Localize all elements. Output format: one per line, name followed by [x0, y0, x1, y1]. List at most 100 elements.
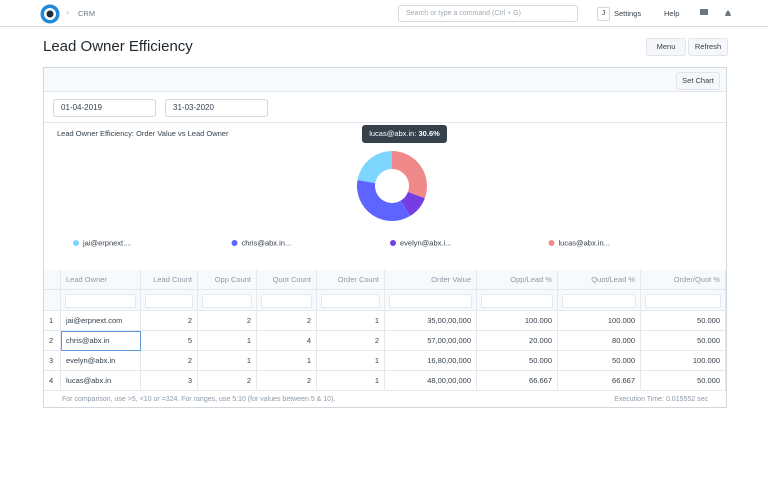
donut-chart: jai@erpnext.... chris@abx.in... evelyn@abx…	[73, 151, 610, 248]
table-cell: 16,80,00,000	[385, 351, 477, 371]
filter-cell	[257, 290, 317, 311]
table-cell: 2	[317, 331, 385, 351]
to-date[interactable]: 31-03-2020	[165, 99, 268, 117]
table-cell: 57,00,00,000	[385, 331, 477, 351]
column-header: Order Count	[317, 270, 385, 290]
table-cell: 1	[317, 371, 385, 391]
table-cell: 1	[198, 351, 257, 371]
header-cell	[44, 270, 61, 290]
tooltip: lucas@abx.in: 30.6%	[362, 125, 447, 143]
nav-icons[interactable]	[700, 8, 734, 18]
filter-cell	[317, 290, 385, 311]
legend-dot	[231, 240, 238, 246]
column-header: Quot/Lead %	[558, 270, 641, 290]
divider	[44, 122, 726, 123]
table-cell: 100.000	[641, 351, 726, 371]
toolbar	[44, 68, 726, 92]
table-cell: lucas@abx.in	[61, 371, 141, 391]
table-cell: 2	[141, 351, 198, 371]
avatar[interactable]: J	[597, 7, 610, 21]
column-header: Lead Owner	[61, 270, 141, 290]
row-number: 2	[44, 331, 61, 351]
column-filter[interactable]	[261, 294, 312, 308]
legend-label: evelyn@abx.i...	[400, 239, 451, 248]
table-cell: 2	[141, 311, 198, 331]
menu-button[interactable]: Menu	[646, 38, 686, 56]
table-cell: 3	[141, 371, 198, 391]
column-header: Opp Count	[198, 270, 257, 290]
table-cell: 2	[198, 311, 257, 331]
column-filter[interactable]	[645, 294, 721, 308]
column-filter[interactable]	[562, 294, 636, 308]
table-cell: 50.000	[558, 351, 641, 371]
pie-slice	[357, 151, 392, 184]
column-filter[interactable]	[145, 294, 193, 308]
table-cell: 1	[198, 331, 257, 351]
column-filter[interactable]	[481, 294, 553, 308]
column-header: Order/Quot %	[641, 270, 726, 290]
pie-slice	[392, 151, 427, 199]
table-cell: 35,00,00,000	[385, 311, 477, 331]
help-menu[interactable]: Help	[664, 9, 680, 18]
table-cell: 2	[257, 311, 317, 331]
filter-hint: For comparison, use >5, <10 or =324. For…	[62, 396, 336, 403]
table-cell: 2	[198, 371, 257, 391]
from-date[interactable]: 01-04-2019	[53, 99, 156, 117]
data-table: 1 2 3 4 Lead Owner jai@erpnext.com chris@abx.i…	[44, 270, 726, 391]
table-cell: 2	[257, 371, 317, 391]
filter-cell	[198, 290, 257, 311]
legend-label: lucas@abx.in...	[559, 239, 610, 248]
column-filter[interactable]	[321, 294, 380, 308]
table-cell[interactable]: chris@abx.in	[61, 331, 141, 351]
settings-menu[interactable]: Settings	[614, 9, 642, 18]
tooltip-name: lucas@abx.in:	[369, 129, 417, 138]
execution-time: Execution Time: 0.015552 sec	[614, 396, 708, 403]
row-number: 4	[44, 371, 61, 391]
table-cell: 66.667	[477, 371, 558, 391]
navbar	[0, 0, 768, 27]
table-cell: 5	[141, 331, 198, 351]
page-title: Lead Owner Efficiency	[43, 38, 193, 55]
set-chart-button[interactable]: Set Chart	[676, 72, 720, 90]
pie-slice	[357, 180, 411, 221]
table-cell: 4	[257, 331, 317, 351]
search-box[interactable]: Search or type a command (Ctrl + G)	[398, 5, 578, 22]
legend-dot	[390, 240, 396, 246]
table-cell: 100.000	[558, 311, 641, 331]
column-header: Quot Count	[257, 270, 317, 290]
table-cell: 48,00,00,000	[385, 371, 477, 391]
table-cell: 66.667	[558, 371, 641, 391]
column-header: Order Value	[385, 270, 477, 290]
report-panel	[43, 67, 727, 408]
filter-cell	[44, 290, 61, 311]
table-cell: 1	[257, 351, 317, 371]
filter-cell	[141, 290, 198, 311]
table-cell: 50.000	[641, 331, 726, 351]
tooltip-value: 30.6%	[418, 129, 440, 138]
filter-cell	[385, 290, 477, 311]
breadcrumb[interactable]: CRM	[78, 9, 96, 18]
table-cell: 20.000	[477, 331, 558, 351]
column-header: Lead Count	[141, 270, 198, 290]
row-number: 1	[44, 311, 61, 331]
filter-cell	[558, 290, 641, 311]
table-cell: 1	[317, 351, 385, 371]
table-cell: 80.000	[558, 331, 641, 351]
column-filter[interactable]	[202, 294, 252, 308]
column-filter[interactable]	[65, 294, 136, 308]
divider	[44, 390, 726, 391]
legend-label: chris@abx.in...	[242, 239, 292, 248]
pie-slice	[400, 191, 425, 216]
legend-dot	[548, 240, 555, 246]
logo[interactable]	[40, 4, 60, 24]
table-cell: evelyn@abx.in	[61, 351, 141, 371]
column-header: Opp/Lead %	[477, 270, 558, 290]
table-cell: 1	[317, 311, 385, 331]
column-filter[interactable]	[389, 294, 472, 308]
chart-title: Lead Owner Efficiency: Order Value vs Le…	[57, 129, 229, 138]
table-cell: jai@erpnext.com	[61, 311, 141, 331]
chevron: ›	[66, 7, 69, 17]
table-cell: 100.000	[477, 311, 558, 331]
filter-cell	[641, 290, 726, 311]
refresh-button[interactable]: Refresh	[688, 38, 728, 56]
